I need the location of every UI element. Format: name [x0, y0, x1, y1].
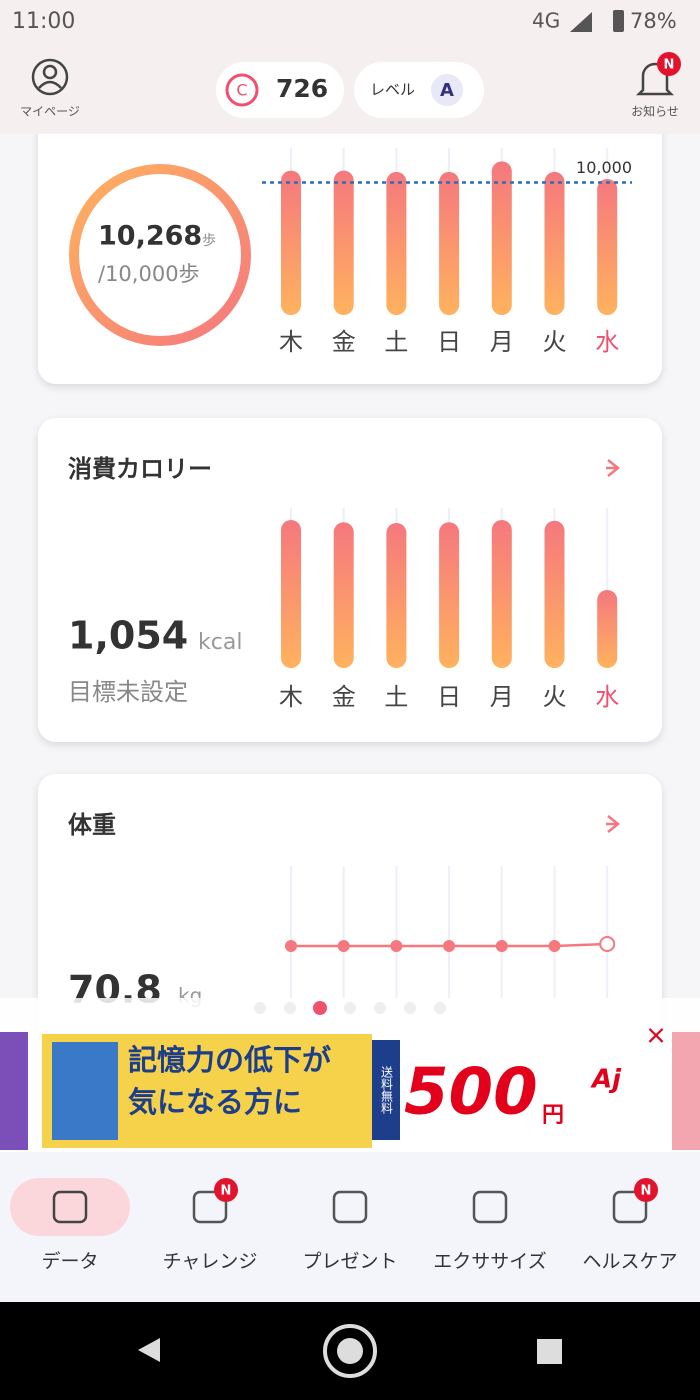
nav-label: エクササイズ: [433, 1251, 546, 1273]
day-label: 木: [279, 683, 303, 711]
nav-icon: [472, 1190, 508, 1224]
nav-badge: [214, 1178, 238, 1202]
day-label: 土: [384, 683, 408, 711]
badge: N: [664, 58, 675, 73]
nav-item[interactable]: プレゼント: [302, 1190, 398, 1273]
bar: [544, 171, 565, 315]
bar: [544, 520, 565, 668]
home-dot: [337, 1338, 363, 1364]
day-label: 木: [279, 328, 303, 356]
status-network: 4G: [532, 9, 560, 33]
coin-icon-c: C: [236, 81, 247, 100]
back-button[interactable]: [138, 1338, 160, 1362]
nav-badge: [634, 1178, 658, 1202]
recents-button[interactable]: [537, 1339, 562, 1364]
signal-icon: [570, 12, 592, 32]
nav-badge-text: N: [221, 1184, 232, 1199]
home-button[interactable]: [323, 1324, 377, 1378]
day-label: 土: [384, 328, 408, 356]
level-label: レベル: [370, 81, 415, 99]
bar: [281, 170, 301, 315]
calorie-title: 消費カロリー: [68, 455, 212, 483]
bar: [491, 520, 512, 668]
coin-icon: [225, 73, 259, 107]
nav-label: ヘルスケア: [582, 1251, 677, 1273]
nav-badge-text: N: [641, 1184, 652, 1199]
weight-point: [548, 940, 561, 952]
calorie-unit: kcal: [198, 630, 242, 655]
day-label: 火: [543, 328, 567, 356]
nav-icon: [612, 1190, 648, 1224]
weight-point: [599, 936, 616, 952]
mypage-label: マイページ: [20, 105, 80, 119]
weight-title: 体重: [68, 811, 116, 839]
steps-unit: 歩: [202, 233, 216, 249]
ad-shipping: 送料無料: [380, 1065, 394, 1114]
nav-icon: [52, 1190, 88, 1224]
bar: [386, 522, 407, 668]
battery-icon: [613, 10, 624, 32]
calorie-value: 1,054: [68, 614, 188, 658]
nav-label: チャレンジ: [163, 1251, 258, 1273]
bar: [439, 171, 460, 315]
weight-point: [443, 940, 456, 952]
pager: [254, 1001, 446, 1015]
ad-line2: 気になる方に: [128, 1085, 302, 1119]
nav-icon: [192, 1190, 228, 1224]
weight-point: [337, 940, 350, 952]
calorie-note: 目標未設定: [68, 678, 188, 706]
nav-item[interactable]: ヘルスケア N: [582, 1178, 678, 1273]
ad-price: 500: [404, 1056, 538, 1130]
bar: [491, 161, 512, 315]
nav-label: プレゼント: [302, 1251, 397, 1273]
day-label: 月: [490, 683, 514, 711]
goal-label: 10,000: [576, 158, 632, 177]
ad-line1: 記憶力の低下が: [128, 1043, 331, 1077]
day-label: 日: [437, 328, 461, 356]
weight-point: [285, 940, 297, 952]
ad-currency: 円: [542, 1103, 564, 1128]
notifications-button[interactable]: N お知らせ: [631, 52, 681, 119]
day-label: 金: [332, 328, 356, 356]
arrow[interactable]: [606, 459, 621, 477]
bar: [333, 522, 354, 668]
day-label: 金: [332, 683, 356, 711]
steps-value: 10,268: [98, 221, 202, 252]
notifications-label: お知らせ: [631, 105, 679, 119]
steps-ring: [69, 164, 251, 346]
level-value: A: [440, 80, 454, 101]
nav-item[interactable]: データ: [41, 1190, 99, 1273]
bar: [281, 520, 301, 668]
nav-item[interactable]: チャレンジ N: [163, 1178, 258, 1273]
weight-point: [390, 940, 403, 952]
weight-point: [495, 940, 508, 952]
day-label: 火: [543, 683, 567, 711]
header: [0, 0, 700, 134]
bar: [597, 178, 618, 315]
ad-logo: Aj: [590, 1065, 622, 1095]
nav-active-pill: [10, 1178, 130, 1236]
day-label: 水: [595, 683, 619, 711]
coin-count: 726: [276, 74, 328, 103]
day-label: 月: [490, 328, 514, 356]
steps-goal: /10,000歩: [98, 262, 200, 286]
status-battery: 78%: [630, 9, 677, 33]
ad-banner[interactable]: 記憶力の低下が 気になる方に 送料無料 500 円 Aj ×: [0, 1021, 700, 1153]
bar: [439, 522, 460, 668]
bar: [333, 170, 354, 315]
nav-icon: [332, 1190, 368, 1224]
level-badge: [431, 74, 463, 106]
arrow[interactable]: [606, 815, 621, 833]
bar: [386, 171, 407, 315]
nav-item[interactable]: エクササイズ: [433, 1190, 547, 1273]
ad-close[interactable]: ×: [645, 1021, 667, 1051]
day-label: 日: [437, 683, 461, 711]
status-time: 11:00: [12, 9, 75, 34]
nav-label: データ: [41, 1251, 98, 1273]
bar: [597, 590, 618, 668]
mypage-button[interactable]: マイページ: [20, 58, 80, 119]
day-label: 水: [595, 328, 619, 356]
